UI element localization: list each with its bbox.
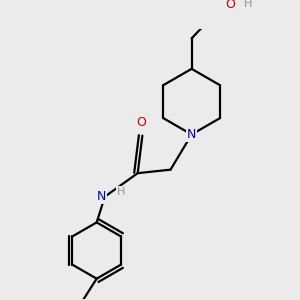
Text: N: N	[97, 190, 106, 203]
Text: H: H	[244, 0, 252, 9]
Text: H: H	[117, 187, 125, 197]
Text: O: O	[136, 116, 146, 129]
Text: N: N	[187, 128, 196, 141]
Text: O: O	[225, 0, 235, 11]
